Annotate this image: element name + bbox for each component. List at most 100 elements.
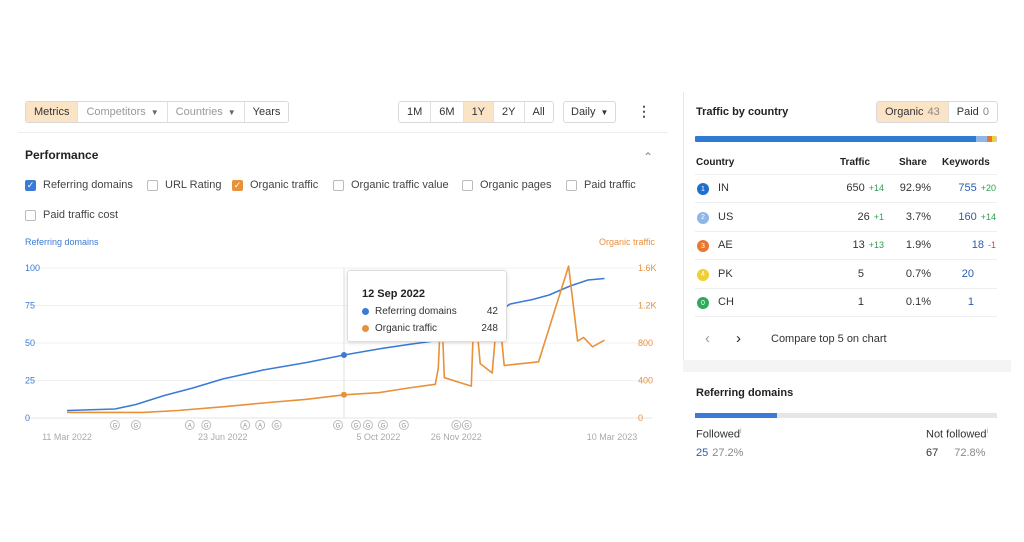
country-traffic: 26 +1 [820,211,884,223]
traffic-value: 5 [857,267,864,280]
country-code[interactable]: IN [718,182,729,194]
annotation-marker-label: A [188,424,192,430]
next-page-button[interactable]: › [736,330,741,347]
range-2y[interactable]: 2Y [494,102,525,122]
hover-point [340,352,347,358]
annotation-marker [350,420,361,430]
followed-count-link[interactable]: 25 [696,447,709,459]
country-traffic: 5 [820,268,884,280]
tooltip-label: Referring domains [375,306,457,317]
left-tick-label: 75 [25,301,35,311]
range-6m[interactable]: 6M [431,102,464,122]
right-axis-title: Organic traffic [599,237,655,247]
left-tick-label: 100 [25,263,40,273]
checkbox-label: Referring domains [43,179,133,191]
country-share: 3.7% [905,210,931,223]
tooltip-value: 42 [486,306,498,317]
not-followed-text: Not followed [926,428,987,441]
hover-point [340,391,347,398]
followed-count[interactable]: 25 27.2% [696,447,743,459]
chevron-down-icon: ▼ [227,107,236,117]
right-tick-label: 400 [638,376,653,386]
checkbox-organic-traffic[interactable]: ✓ Organic traffic [232,179,318,191]
organic-label: Organic [885,106,924,118]
checkbox-label: URL Rating [165,179,222,191]
prev-page-button[interactable]: ‹ [705,330,710,347]
interval-dropdown[interactable]: Daily ▼ [563,101,617,123]
share-segment-other [994,136,997,142]
country-code[interactable]: PK [718,267,733,280]
keywords-link[interactable]: 20 [961,267,974,280]
followed-label: Followedi [696,428,742,441]
traffic-delta: +13 [868,240,884,250]
annotation-marker [255,420,266,430]
right-tick-label: 1.2K [638,301,657,311]
check-icon: ✓ [25,179,36,191]
annotation-marker [271,420,282,430]
x-tick-label: 26 Nov 2022 [431,432,482,442]
checkbox-empty-icon [566,179,577,191]
checkbox-organic-traffic-value[interactable]: Organic traffic value [333,179,449,191]
keywords-link[interactable]: 755 [958,182,977,194]
annotation-marker [377,420,388,430]
keywords-link[interactable]: 1 [967,296,974,308]
collapse-chevron-icon[interactable]: ⌃ [643,150,654,164]
tab-competitors[interactable]: Competitors ▼ [78,102,168,122]
country-code[interactable]: CH [718,296,734,308]
keywords-link[interactable]: 160 [958,210,977,223]
annotation-marker [451,420,462,430]
checkbox-paid-traffic-cost[interactable]: Paid traffic cost [25,209,118,221]
annotation-marker-label: G [402,424,407,430]
share-segment [986,136,993,142]
left-tick-label: 50 [25,338,35,348]
toolbar-divider [18,132,668,133]
more-options-icon[interactable]: ⋮ [637,103,651,119]
country-traffic: 650 +14 [820,182,884,194]
checkbox-empty-icon [25,209,36,221]
annotation-marker-label: G [354,424,359,430]
view-tabs: Metrics Competitors ▼ Countries ▼ Years [25,101,290,123]
country-rank-icon: 1 [697,183,709,195]
range-all[interactable]: All [524,102,553,122]
country-keywords[interactable]: 755 +20 [940,182,996,194]
keywords-delta: +20 [980,183,996,193]
traffic-value: 26 [857,210,870,223]
left-axis-title: Referring domains [25,237,99,247]
tooltip-value: 248 [481,323,498,334]
country-rank-icon: 3 [697,240,709,252]
toggle-paid[interactable]: Paid 0 [948,102,997,122]
range-1y[interactable]: 1Y [463,102,495,122]
x-tick-label: 5 Oct 2022 [356,432,400,442]
range-1m[interactable]: 1M [399,102,432,122]
annotation-marker-label: G [274,424,279,430]
country-keywords[interactable]: 160 +14 [940,211,996,223]
keywords-link[interactable]: 18 [971,239,984,251]
chevron-down-icon: ▼ [150,107,159,117]
compare-top5-button[interactable]: Compare top 5 on chart [771,333,887,345]
checkbox-organic-pages[interactable]: Organic pages [462,179,552,191]
toggle-organic[interactable]: Organic 43 [877,102,949,122]
organic-paid-toggle: Organic 43 Paid 0 [876,101,998,123]
country-keywords[interactable]: 20 [940,268,996,280]
not-followed-pct: 72.8% [954,447,986,459]
country-code[interactable]: AE [718,239,733,251]
row-divider [695,230,997,232]
tab-years[interactable]: Years [244,102,289,122]
checkbox-empty-icon [462,179,473,191]
checkbox-referring-domains[interactable]: ✓ Referring domains [25,179,133,191]
tab-countries[interactable]: Countries ▼ [167,102,245,122]
checkbox-paid-traffic[interactable]: Paid traffic [566,179,636,191]
checkbox-url-rating[interactable]: URL Rating [147,179,221,191]
country-code[interactable]: US [718,210,734,223]
annotation-marker-label: G [204,424,209,430]
annotation-marker-label: G [464,424,469,430]
country-keywords[interactable]: 18 -1 [940,239,996,251]
tab-metrics[interactable]: Metrics [26,102,79,122]
country-traffic: 1 [820,296,884,308]
country-keywords[interactable]: 1 [940,296,996,308]
not-followed-count: 67 72.8% [926,447,985,459]
country-rank-icon: 4 [697,268,709,281]
col-share: Share [899,157,927,168]
checkbox-label: Organic traffic [250,179,319,191]
checkbox-label: Paid traffic cost [43,209,118,221]
